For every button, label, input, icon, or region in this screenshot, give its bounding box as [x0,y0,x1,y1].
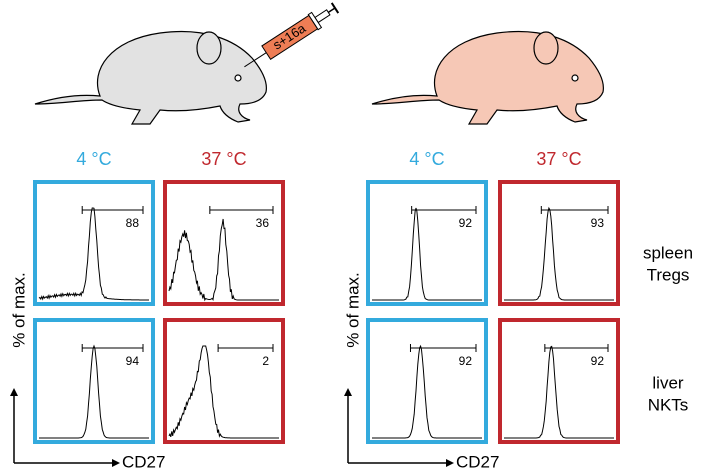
row-label: spleen [643,243,693,262]
gate-percentage: 88 [126,216,140,230]
gate-percentage: 94 [126,354,140,368]
column-label: 4 °C [409,149,444,169]
histogram [168,218,279,302]
gate [209,206,274,214]
gate [409,344,477,352]
row-label: Tregs [647,265,690,284]
gate [217,344,274,352]
panel-frame [366,318,488,444]
column-label: 37 °C [201,149,246,169]
gate-percentage: 92 [459,216,473,230]
panel-frame [498,180,620,306]
panel-frame [163,318,285,444]
gate-percentage: 92 [591,354,605,368]
panel-frame [366,180,488,306]
histogram [372,344,482,439]
axes [10,388,454,467]
histogram [39,344,149,439]
panel-frame [33,180,155,306]
x-axis-label: CD27 [456,452,499,471]
panel-frame [163,180,285,306]
panel-frame [498,318,620,444]
mouse-control [34,30,267,125]
histogram [504,345,614,439]
column-label: 4 °C [76,149,111,169]
gate-percentage: 36 [256,216,270,230]
y-axis-label: % of max. [9,272,28,348]
panel-frame [33,318,155,444]
row-label: liver [652,373,684,392]
row-label: NKTs [648,395,689,414]
gate-percentage: 92 [459,354,473,368]
gate [544,344,609,352]
gate-percentage: 93 [591,216,605,230]
gate [411,206,477,214]
gate [540,206,609,214]
histogram [168,345,279,439]
y-axis-label: % of max. [343,272,362,348]
mouse-treated [371,30,604,125]
gate-percentage: 2 [262,354,269,368]
gate [81,206,144,214]
column-label: 37 °C [536,149,581,169]
histogram [504,206,614,301]
x-axis-label: CD27 [122,452,165,471]
histogram [372,207,482,301]
histogram [38,207,149,301]
gate [81,344,144,352]
